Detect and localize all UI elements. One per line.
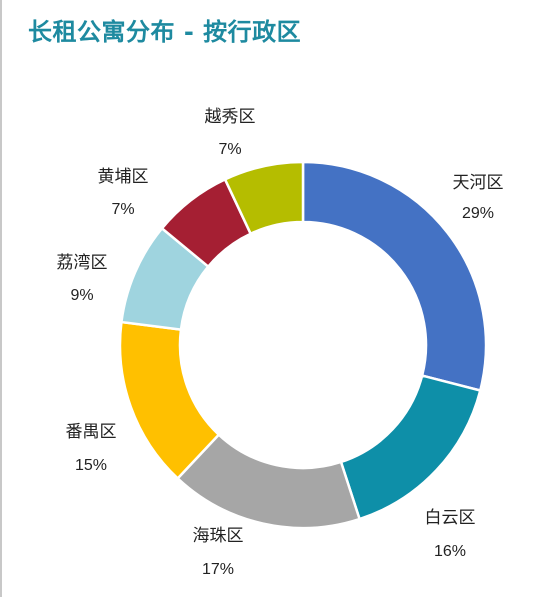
label-panyu: 番禺区 bbox=[66, 422, 117, 442]
slice-tianhe bbox=[301, 160, 488, 393]
value-label-tianhe: 29% bbox=[462, 205, 494, 222]
label-tianhe: 天河区 bbox=[453, 173, 504, 193]
slice-baiyun bbox=[339, 374, 482, 521]
label-yuexiu: 越秀区 bbox=[205, 107, 256, 127]
left-border bbox=[0, 0, 2, 597]
value-label-huangpu: 7% bbox=[111, 201, 134, 218]
value-label-yuexiu: 7% bbox=[218, 141, 241, 158]
slice-yuexiu bbox=[223, 160, 305, 236]
donut-slices bbox=[118, 160, 488, 530]
value-label-liwan: 9% bbox=[70, 287, 93, 304]
slice-labels: 天河区 29% 白云区 16% 海珠区 17% 番禺区 15% 荔湾区 9% 黄埔区 7% 越秀区 7% bbox=[57, 107, 504, 578]
label-huangpu: 黄埔区 bbox=[98, 167, 149, 187]
value-label-baiyun: 16% bbox=[434, 543, 466, 560]
label-baiyun: 白云区 bbox=[425, 508, 476, 528]
label-haizhu: 海珠区 bbox=[193, 526, 244, 546]
label-liwan: 荔湾区 bbox=[57, 253, 108, 273]
value-label-haizhu: 17% bbox=[202, 561, 234, 578]
chart-title: 长租公寓分布 - 按行政区 bbox=[28, 18, 302, 46]
value-label-panyu: 15% bbox=[75, 457, 107, 474]
